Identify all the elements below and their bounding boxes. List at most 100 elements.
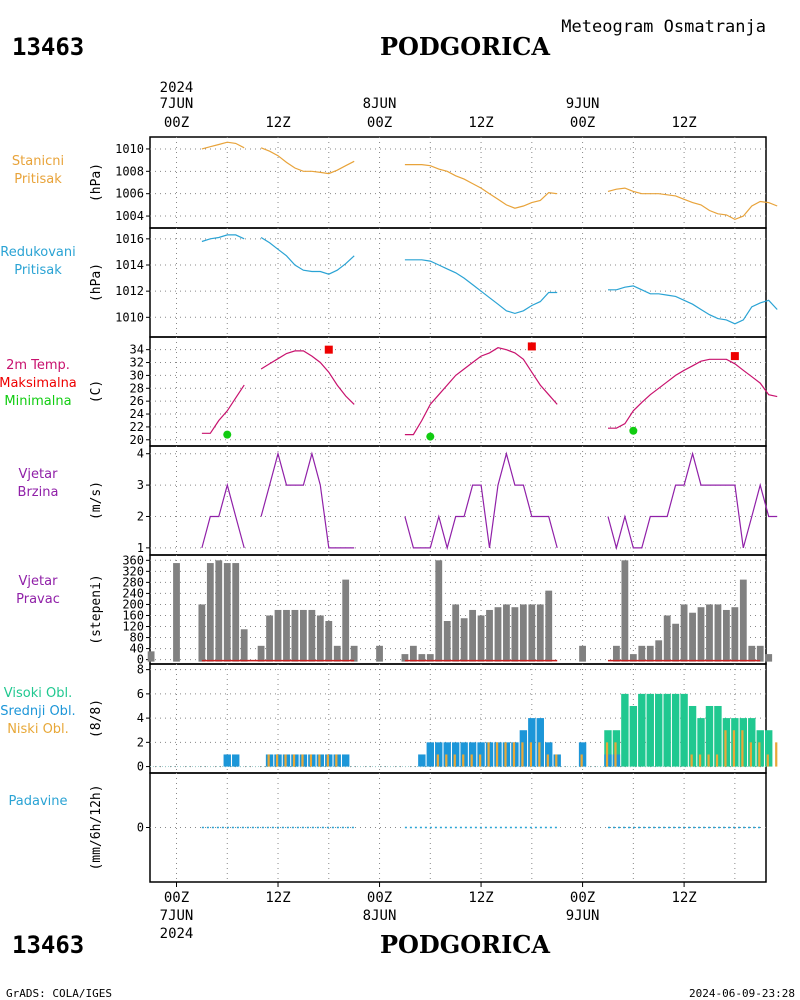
series-line-temperature — [260, 350, 355, 405]
series-line-station_pressure — [607, 187, 778, 221]
panel-label: Pritisak — [14, 263, 62, 278]
y-tick-label: 1004 — [115, 209, 144, 223]
top-date-label: 7JUN — [160, 96, 194, 112]
cloud-low-bar — [732, 730, 736, 767]
panel-label: Pravac — [16, 592, 60, 607]
y-tick-label: 6 — [137, 687, 144, 701]
direction-bar — [232, 563, 240, 662]
direction-bar — [418, 654, 426, 662]
y-tick-label: 26 — [130, 394, 144, 408]
y-tick-label: 2 — [137, 735, 144, 749]
cloud-high-bar — [705, 705, 714, 767]
cloud-low-bar — [775, 742, 778, 767]
direction-bar — [663, 615, 671, 662]
panel-label: Pritisak — [14, 172, 62, 187]
direction-bar — [519, 604, 527, 662]
direction-bar — [494, 607, 502, 662]
series-line-reduced_pressure — [201, 234, 245, 243]
cloud-low-bar — [453, 754, 456, 767]
y-tick-label: 1008 — [115, 164, 144, 178]
cloud-low-bar — [309, 754, 313, 767]
top-hour-label: 00Z — [164, 115, 189, 131]
credit: GrADS: COLA/IGES — [6, 987, 112, 1000]
series-line-reduced_pressure — [404, 259, 558, 315]
tmin-marker — [223, 430, 232, 439]
y-tick-label: 22 — [130, 420, 144, 434]
direction-bar — [206, 563, 214, 662]
cloud-low-bar — [512, 742, 516, 767]
series-line-reduced_pressure — [608, 285, 778, 325]
tmin-marker — [426, 432, 435, 441]
direction-bar — [460, 618, 468, 662]
series-line-wind_speed — [404, 451, 558, 551]
panel-label: 2m Temp. — [6, 358, 70, 373]
direction-bar — [409, 645, 417, 662]
direction-bar — [325, 621, 333, 662]
y-tick-label: 3 — [137, 478, 144, 492]
direction-bar — [477, 615, 485, 662]
y-tick-label: 4 — [137, 711, 144, 725]
panel-label: Maksimalna — [0, 376, 77, 391]
cloud-low-bar — [698, 754, 702, 767]
cloud-mid-bar — [223, 754, 231, 767]
top-hour-label: 00Z — [570, 115, 595, 131]
cloud-low-bar — [436, 754, 439, 767]
y-tick-label: 2 — [137, 509, 144, 523]
cloud-high-bar — [629, 705, 638, 767]
y-axis-label: (hPa) — [89, 263, 104, 302]
direction-bar — [266, 615, 273, 662]
y-tick-label: 1006 — [115, 187, 144, 201]
y-tick-label: 1 — [137, 541, 144, 555]
direction-bar — [655, 640, 663, 662]
tmax-marker — [324, 345, 333, 354]
direction-bar — [486, 609, 493, 662]
panel-frame-wind_speed — [149, 445, 767, 556]
cloud-low-bar — [758, 742, 761, 767]
y-tick-label: 30 — [130, 368, 144, 382]
direction-bar — [697, 607, 705, 662]
cloud-low-bar — [521, 742, 524, 767]
cloud-low-bar — [690, 754, 693, 767]
top-year-label: 2024 — [160, 80, 194, 96]
cloud-low-bar — [715, 754, 719, 767]
timestamp: 2024-06-09-23:28 — [689, 987, 795, 1000]
direction-bar — [240, 629, 248, 662]
direction-bar — [680, 604, 688, 662]
station-id: 13463 — [12, 33, 84, 61]
panel-label: Visoki Obl. — [4, 686, 72, 701]
panel-label: Padavine — [9, 794, 68, 809]
y-tick-label: 40 — [130, 642, 144, 656]
cloud-low-bar — [504, 742, 507, 767]
top-hour-label: 12Z — [671, 115, 696, 131]
direction-bar — [629, 654, 637, 662]
series-line-wind_speed — [201, 482, 245, 549]
series-line-station_pressure — [260, 147, 355, 175]
cloud-high-bar — [663, 693, 671, 767]
cloud-low-bar — [267, 754, 270, 767]
panel-frame-station_pressure — [149, 136, 767, 229]
direction-bar — [545, 590, 553, 662]
direction-bar — [714, 604, 722, 662]
direction-bar — [173, 563, 180, 662]
cloud-low-bar — [479, 754, 482, 767]
station-name: PODGORICA — [380, 32, 550, 61]
y-tick-label: 32 — [130, 356, 144, 370]
bottom-hour-label: 00Z — [367, 890, 392, 906]
y-tick-label: 1016 — [115, 232, 144, 246]
direction-bar — [469, 609, 476, 662]
top-hour-label: 00Z — [367, 115, 392, 131]
direction-bar — [350, 645, 358, 662]
y-tick-label: 360 — [122, 553, 144, 567]
y-tick-label: 34 — [130, 343, 144, 357]
cloud-low-bar — [707, 754, 710, 767]
cloud-low-bar — [605, 742, 609, 767]
direction-bar — [376, 645, 383, 662]
direction-bar — [706, 604, 713, 662]
cloud-high-bar — [655, 693, 663, 767]
cloud-low-bar — [445, 754, 448, 767]
panel-label: Redukovani — [0, 245, 75, 260]
y-tick-label: 320 — [122, 564, 144, 578]
y-tick-label: 80 — [130, 631, 144, 645]
footer-station-id: 13463 — [12, 931, 84, 959]
y-tick-label: 1010 — [115, 310, 144, 324]
